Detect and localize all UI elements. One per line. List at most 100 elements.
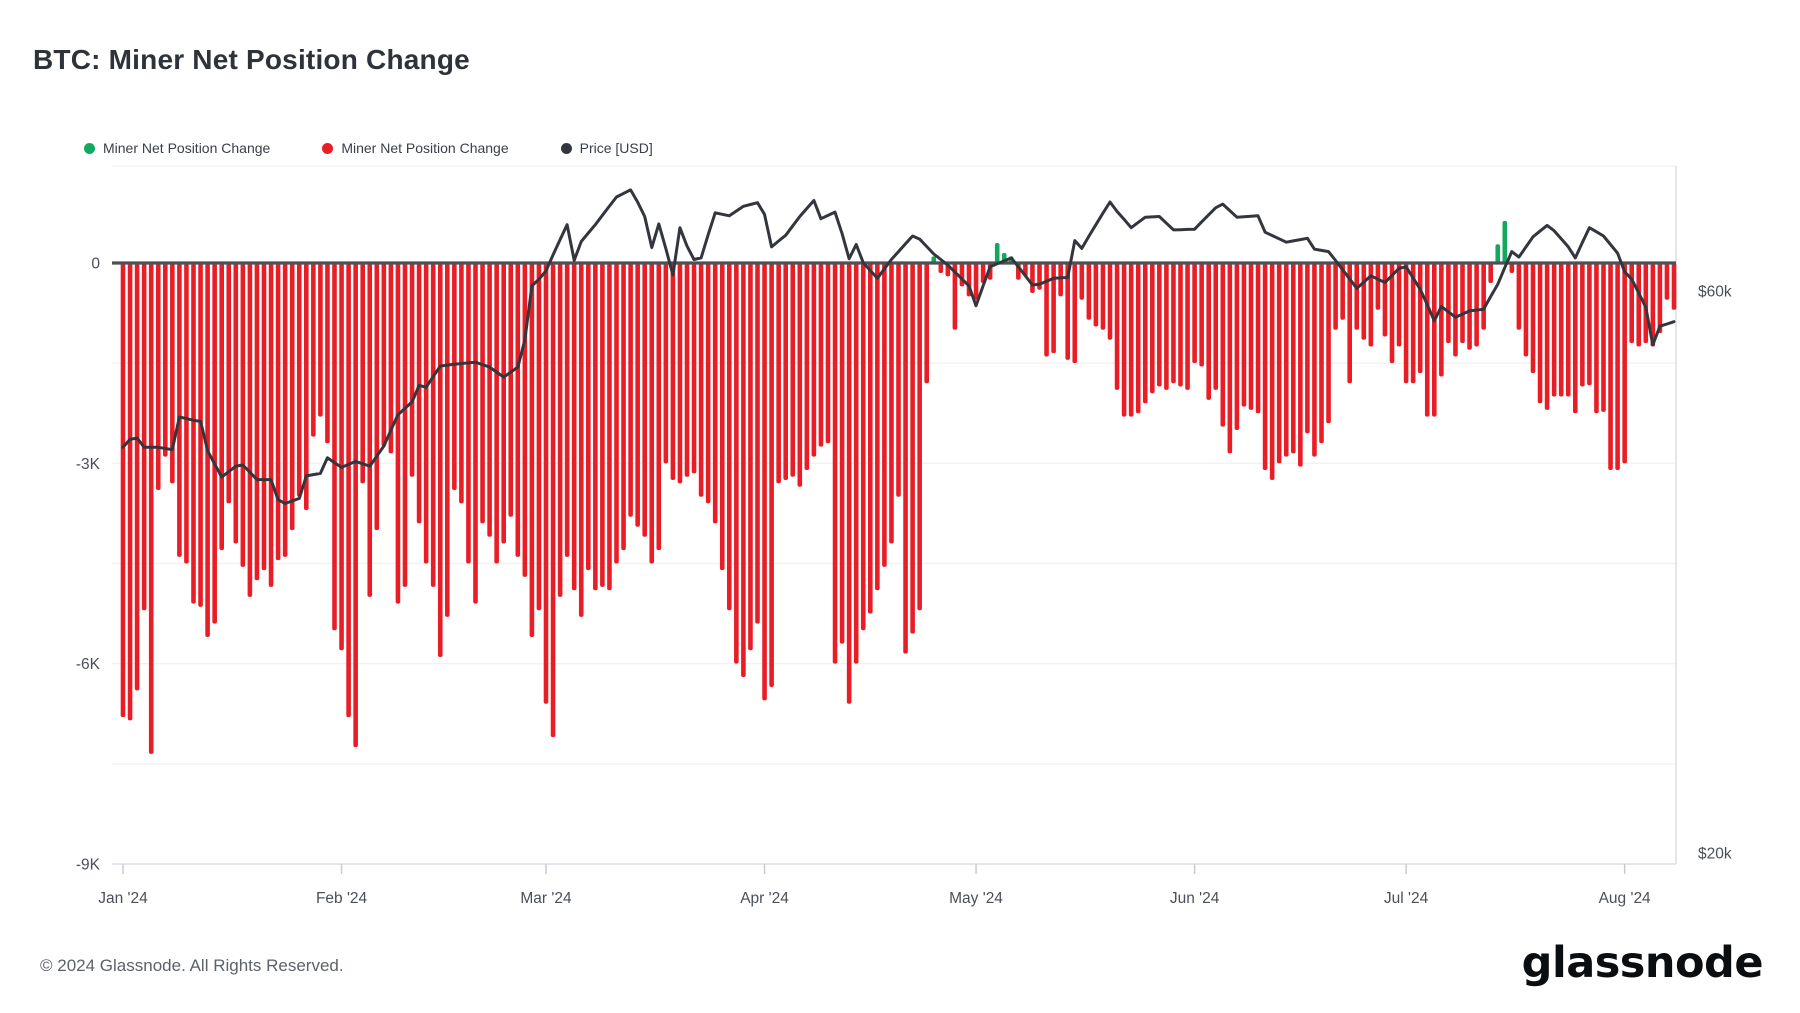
miner-outflow-bar (304, 263, 309, 511)
miner-outflow-bar (903, 263, 908, 654)
miner-outflow-bar (1283, 263, 1289, 457)
miner-outflow-bar (529, 263, 535, 637)
miner-outflow-bar (614, 263, 619, 564)
miner-outflow-bar (148, 263, 154, 754)
black-dot-icon (560, 142, 572, 154)
miner-outflow-bar (163, 263, 168, 457)
miner-inflow-bar (1502, 220, 1508, 263)
legend-item-positive[interactable]: Miner Net Position Change (84, 140, 270, 156)
miner-outflow-bar (1269, 263, 1275, 481)
miner-outflow-bar (1551, 263, 1557, 397)
miner-outflow-bar (677, 263, 683, 484)
miner-outflow-bar (1636, 263, 1642, 347)
miner-outflow-bar (748, 263, 753, 651)
miner-outflow-bar (170, 263, 175, 484)
miner-outflow-bar (325, 263, 330, 444)
miner-outflow-bar (656, 263, 662, 551)
miner-outflow-bar (423, 263, 429, 564)
price-axis-tick-label: $60k (1698, 283, 1732, 300)
miner-outflow-bar (1432, 263, 1437, 417)
miner-outflow-bar (346, 263, 351, 718)
miner-outflow-bar (1312, 263, 1317, 457)
miner-outflow-bar (607, 263, 612, 591)
miner-outflow-bar (1192, 263, 1197, 364)
miner-outflow-bar (1558, 263, 1564, 397)
miner-outflow-bar (571, 263, 577, 591)
miner-outflow-bar (790, 263, 796, 477)
miner-outflow-bar (522, 263, 528, 577)
miner-outflow-bar (1199, 263, 1204, 367)
miner-outflow-bar (1537, 263, 1543, 404)
miner-outflow-bar (1657, 263, 1663, 334)
miner-outflow-bar (691, 263, 697, 474)
miner-outflow-bar (1220, 263, 1226, 427)
x-axis-month-label: Feb '24 (316, 890, 368, 907)
miner-outflow-bar (1509, 263, 1515, 274)
y-axis-tick-label: -6K (76, 656, 101, 673)
miner-outflow-bar (649, 263, 655, 564)
legend-item-negative[interactable]: Miner Net Position Change (322, 140, 509, 156)
miner-outflow-bar (1467, 263, 1472, 350)
miner-outflow-bar (1354, 263, 1360, 330)
x-axis-month-label: Apr '24 (740, 890, 789, 907)
miner-outflow-bar (1587, 263, 1592, 386)
miner-outflow-bar (586, 263, 591, 571)
legend-item-price[interactable]: Price [USD] (560, 140, 653, 156)
miner-outflow-bar (741, 263, 746, 678)
page-title: BTC: Miner Net Position Change (33, 44, 470, 75)
miner-outflow-bar (1255, 263, 1261, 414)
miner-outflow-bar (353, 263, 358, 748)
miner-outflow-bar (719, 263, 725, 571)
miner-outflow-bar (938, 263, 944, 274)
miner-outflow-bar (318, 263, 323, 417)
miner-outflow-bar (1213, 263, 1219, 390)
miner-outflow-bar (1361, 263, 1367, 340)
miner-outflow-bar (395, 263, 401, 604)
miner-outflow-bar (825, 263, 831, 444)
miner-outflow-bar (430, 263, 436, 587)
miner-outflow-bar (642, 263, 647, 537)
miner-outflow-bar (698, 263, 704, 497)
miner-outflow-bar (515, 263, 521, 557)
miner-outflow-bar (839, 263, 845, 644)
miner-outflow-bar (1065, 263, 1070, 360)
legend-label: Price [USD] (579, 140, 653, 156)
miner-outflow-bar (543, 263, 549, 704)
miner-outflow-bar (1241, 263, 1247, 407)
miner-outflow-bar (1030, 263, 1035, 294)
miner-outflow-bar (1234, 263, 1240, 430)
miner-outflow-bar (1333, 263, 1338, 330)
miner-outflow-bar (578, 263, 584, 617)
miner-outflow-bar (311, 263, 316, 437)
miner-outflow-bar (184, 263, 189, 564)
miner-outflow-bar (1227, 263, 1233, 454)
miner-outflow-bar (494, 263, 499, 564)
miner-outflow-bar (1664, 263, 1670, 300)
miner-outflow-bar (1417, 263, 1423, 374)
miner-inflow-bar (1495, 244, 1501, 263)
miner-outflow-bar (1086, 263, 1092, 320)
miner-outflow-bar (804, 263, 810, 471)
miner-outflow-bar (1072, 263, 1078, 364)
miner-outflow-bar (1171, 263, 1176, 384)
miner-outflow-bar (247, 263, 253, 597)
miner-outflow-bar (550, 263, 556, 738)
miner-outflow-bar (1107, 263, 1113, 340)
miner-outflow-bar (1135, 263, 1141, 414)
x-axis-month-label: Jun '24 (1170, 890, 1220, 907)
miner-outflow-bar (1474, 263, 1479, 347)
miner-outflow-bar (240, 263, 246, 567)
miner-outflow-bar (635, 263, 640, 527)
miner-outflow-bar (254, 263, 260, 581)
miner-outflow-bar (1058, 263, 1063, 297)
miner-outflow-bar (487, 263, 492, 537)
miner-outflow-bar (846, 263, 852, 704)
miner-outflow-bar (177, 263, 182, 557)
miner-outflow-bar (360, 263, 365, 484)
miner-outflow-bar (818, 263, 824, 447)
miner-outflow-bar (1523, 263, 1529, 357)
miner-outflow-bar (155, 263, 161, 491)
x-axis-month-label: Aug '24 (1599, 890, 1651, 907)
miner-outflow-bar (127, 263, 133, 721)
